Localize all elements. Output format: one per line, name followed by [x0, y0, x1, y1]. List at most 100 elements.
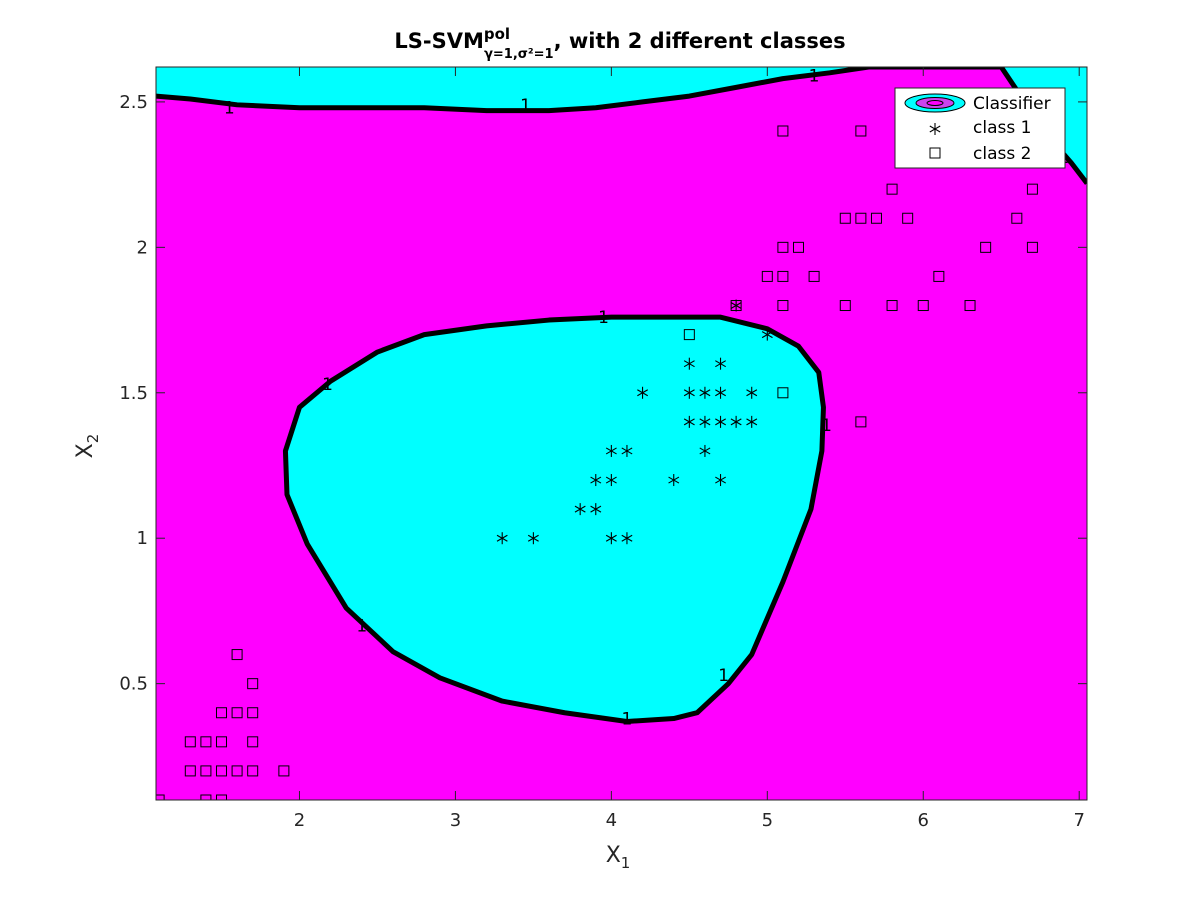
- class2-point-7: [215, 765, 227, 777]
- class2-point-2: [184, 736, 196, 748]
- y-tick-label-2: 1.5: [119, 383, 148, 404]
- class2-point-8: [215, 736, 227, 748]
- x-tick-label-5: 7: [1073, 810, 1084, 831]
- class2-point-36: [902, 212, 914, 224]
- class1-point-12: [683, 415, 695, 428]
- class2-point-40: [980, 241, 992, 253]
- y-tick-label-0: 0.5: [119, 674, 148, 695]
- class2-point-38: [933, 270, 945, 282]
- class2-point-15: [247, 707, 259, 719]
- class1-point-16: [699, 415, 711, 428]
- legend-label-classifier: Classifier: [973, 94, 1051, 114]
- x-tick-label-1: 3: [450, 810, 461, 831]
- y-tick-label-1: 1: [137, 528, 148, 549]
- class2-point-4: [200, 765, 212, 777]
- class1-point-14: [683, 357, 695, 370]
- legend-item-classifier: Classifier: [904, 93, 1051, 114]
- contour-label-2: 1: [809, 67, 820, 87]
- chart-title-main: LS-SVM: [394, 29, 484, 53]
- class2-point-34: [886, 300, 898, 312]
- chart-title-subscript: γ=1,σ²=1: [484, 47, 554, 62]
- legend-asterisk-shape: [929, 123, 941, 135]
- class2-point-21: [777, 387, 789, 399]
- chart-title-superscript: pol: [484, 25, 510, 43]
- contour-label-5: 1: [322, 375, 333, 395]
- class2-point-13: [247, 765, 259, 777]
- plot-area: 1111111111: [156, 67, 1087, 800]
- x-axis: 2 3 4 5 6 7: [294, 67, 1085, 831]
- contour-label-6: 1: [821, 416, 832, 436]
- class2-point-41: [1011, 212, 1023, 224]
- legend-label-class2: class 2: [973, 144, 1031, 164]
- legend: Classifier class 1 class 2: [894, 87, 1066, 169]
- class1-point-5: [605, 474, 617, 487]
- class1-point-22: [730, 415, 742, 428]
- class2-point-42: [1026, 241, 1038, 253]
- class1-point-26: [761, 328, 773, 341]
- class2-point-11: [231, 707, 243, 719]
- class2-point-1: [184, 765, 196, 777]
- class2-point-22: [777, 300, 789, 312]
- class1-point-1: [527, 532, 539, 545]
- class1-point-20: [715, 386, 726, 399]
- class2-point-31: [855, 212, 867, 224]
- class2-point-16: [247, 678, 259, 690]
- x-tick-label-3: 5: [762, 810, 773, 831]
- class2-point-27: [808, 270, 820, 282]
- x-axis-label: X1: [606, 843, 631, 872]
- class2-point-18: [683, 329, 695, 341]
- class1-point-13: [683, 386, 695, 399]
- class2-point-9: [215, 707, 227, 719]
- legend-classifier-inner-ellipse: [926, 100, 944, 106]
- class1-region-top: [156, 67, 1087, 184]
- class1-point-19: [715, 415, 726, 428]
- legend-item-class1: class 1: [929, 118, 1031, 138]
- class2-point-17: [278, 765, 290, 777]
- class2-point-35: [886, 183, 898, 195]
- class2-point-19: [730, 300, 742, 312]
- class1-point-9: [621, 532, 633, 545]
- class1-point-4: [590, 474, 602, 487]
- class1-point-8: [605, 532, 617, 545]
- y-axis-label-main: X: [73, 443, 98, 458]
- contour-label-1: 1: [520, 96, 531, 116]
- class1-point-18: [715, 474, 726, 487]
- class1-point-7: [621, 444, 633, 457]
- class2-point-33: [870, 212, 882, 224]
- contour-label-7: 1: [356, 616, 367, 636]
- class2-point-28: [839, 300, 851, 312]
- class2-point-26: [792, 241, 804, 253]
- class2-point-39: [964, 300, 976, 312]
- class2-point-32: [855, 125, 867, 137]
- class1-point-25: [746, 386, 758, 399]
- class1-point-17: [699, 386, 711, 399]
- contour-label-4: 1: [598, 308, 609, 328]
- class2-point-24: [777, 241, 789, 253]
- class2-point-5: [200, 736, 212, 748]
- class2-point-23: [777, 270, 789, 282]
- legend-label-class1: class 1: [973, 118, 1031, 138]
- chart-title-suffix: , with 2 different classes: [554, 29, 846, 53]
- axes-box: [155, 66, 1088, 801]
- class2-point-43: [1026, 183, 1038, 195]
- class2-point-29: [839, 212, 851, 224]
- class1-point-3: [590, 503, 602, 516]
- class1-point-0: [496, 532, 508, 545]
- legend-item-class2: class 2: [929, 144, 1031, 164]
- class2-point-20: [761, 270, 773, 282]
- class2-point-0: [156, 794, 165, 800]
- legend-asterisk-marker: [929, 123, 941, 135]
- x-axis-label-subscript: 1: [621, 854, 631, 872]
- x-tick-label-0: 2: [294, 810, 305, 831]
- class2-point-25: [777, 125, 789, 137]
- class1-point-15: [699, 444, 711, 457]
- class1-point-10: [637, 386, 649, 399]
- contour-label-0: 1: [224, 99, 235, 119]
- class2-point-3: [200, 794, 212, 800]
- y-tick-label-3: 2: [137, 237, 148, 258]
- class2-point-14: [247, 736, 259, 748]
- class1-points: [496, 299, 773, 545]
- class1-point-24: [746, 415, 758, 428]
- x-axis-label-main: X: [606, 843, 621, 868]
